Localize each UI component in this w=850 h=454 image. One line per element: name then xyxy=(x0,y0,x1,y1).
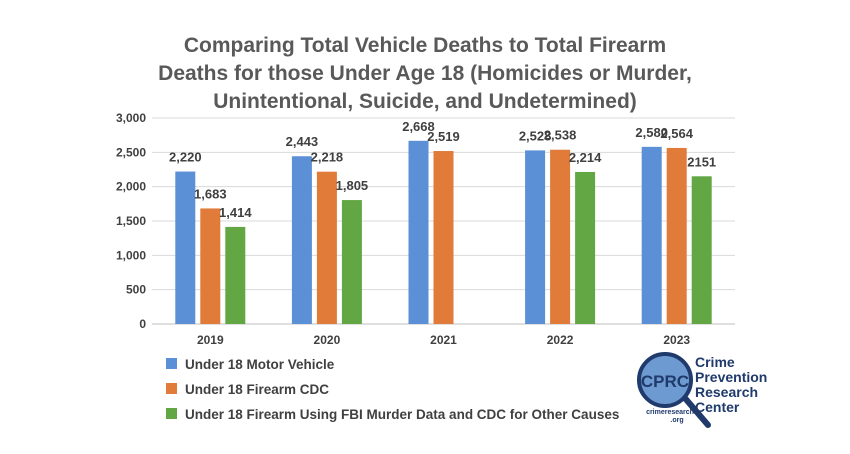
logo-url: .org xyxy=(670,417,683,424)
x-tick-label: 2020 xyxy=(314,333,341,347)
y-tick-label: 0 xyxy=(139,317,146,331)
data-label: 2,443 xyxy=(286,134,319,149)
logo-name-line: Crime xyxy=(695,354,735,370)
data-label: 2,580 xyxy=(635,125,668,140)
bar-2023-series-1 xyxy=(641,146,662,324)
data-label: 2,528 xyxy=(519,128,552,143)
chart-title-line: Comparing Total Vehicle Deaths to Total … xyxy=(184,34,666,57)
data-label: 2,668 xyxy=(402,119,435,134)
bar-2022-series-2 xyxy=(550,149,571,324)
chart-title: Comparing Total Vehicle Deaths to Total … xyxy=(158,34,692,113)
data-label: 1,414 xyxy=(219,205,252,220)
logo-name-line: Center xyxy=(695,399,740,415)
cprc-logo: CPRC Crime Prevention Research Center cr… xyxy=(637,352,767,428)
data-label: 2,564 xyxy=(660,126,693,141)
legend-swatch xyxy=(166,383,177,394)
data-label: 1,683 xyxy=(194,186,227,201)
x-tick-label: 2023 xyxy=(663,333,690,347)
x-tick-label: 2021 xyxy=(430,333,457,347)
bar-2020-series-2 xyxy=(316,171,337,324)
legend-label: Under 18 Motor Vehicle xyxy=(185,357,335,372)
bar-2019-series-2 xyxy=(200,208,221,324)
data-label: 2,218 xyxy=(311,150,344,165)
bar-2022-series-3 xyxy=(575,171,596,324)
y-tick-label: 3,000 xyxy=(116,111,146,125)
x-tick-label: 2022 xyxy=(547,333,574,347)
x-axis-ticks: 2019 2020 2021 2022 2023 xyxy=(197,333,690,347)
bar-2020-series-3 xyxy=(341,200,362,324)
y-axis-ticks: 0 500 1,000 1,500 2,000 2,500 3,000 xyxy=(116,111,146,331)
logo-name-line: Research xyxy=(695,384,758,400)
bar-2023-series-2 xyxy=(666,147,687,324)
logo-abbr: CPRC xyxy=(641,372,689,391)
bar-2021-series-2 xyxy=(433,151,454,324)
bar-2023-series-3 xyxy=(691,176,712,324)
legend-label: Under 18 Firearm Using FBI Murder Data a… xyxy=(185,407,619,422)
y-tick-label: 1,000 xyxy=(116,248,146,262)
chart-title-line: Unintentional, Suicide, and Undetermined… xyxy=(213,90,637,113)
data-label: 1,805 xyxy=(336,178,369,193)
legend-swatch xyxy=(166,358,177,369)
logo-url: crimeresearch xyxy=(646,409,694,416)
bar-2022-series-1 xyxy=(525,150,546,324)
magnifier-lens-icon xyxy=(637,352,693,408)
y-tick-label: 2,500 xyxy=(116,145,146,159)
bar-2019-series-1 xyxy=(175,171,196,324)
data-label: 2151 xyxy=(687,154,716,169)
bar-2019-series-3 xyxy=(225,226,246,324)
logo-name-line: Prevention xyxy=(695,369,767,385)
magnifier-handle xyxy=(681,394,711,428)
data-label: 2,538 xyxy=(544,128,577,143)
y-tick-label: 1,500 xyxy=(116,214,146,228)
bar-2021-series-1 xyxy=(408,140,429,324)
data-label: 2,214 xyxy=(569,150,602,165)
data-label: 2,220 xyxy=(169,150,202,165)
legend-swatch xyxy=(166,408,177,419)
legend-label: Under 18 Firearm CDC xyxy=(185,382,329,397)
legend: Under 18 Motor Vehicle Under 18 Firearm C… xyxy=(166,357,619,422)
y-tick-label: 500 xyxy=(126,283,146,297)
x-tick-label: 2019 xyxy=(197,333,224,347)
y-tick-label: 2,000 xyxy=(116,180,146,194)
data-label: 2,519 xyxy=(427,129,460,144)
chart-title-line: Deaths for those Under Age 18 (Homicides… xyxy=(158,62,692,85)
bar-2020-series-1 xyxy=(291,156,312,324)
